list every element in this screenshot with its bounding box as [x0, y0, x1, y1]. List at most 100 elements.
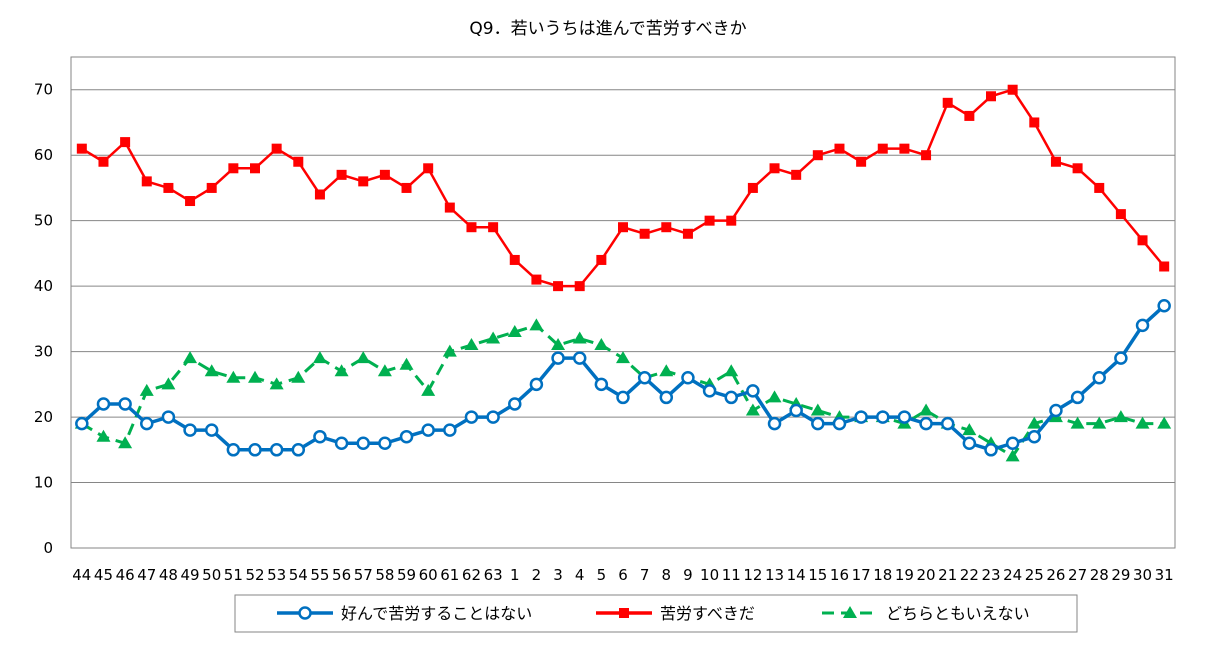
x-tick-label: 8: [662, 566, 672, 584]
data-point: [572, 351, 587, 365]
data-point: [76, 143, 87, 154]
data-point: [118, 436, 133, 449]
data-point: [336, 169, 347, 180]
data-point: [724, 364, 739, 377]
data-point: [659, 390, 674, 405]
gridlines: [71, 89, 1175, 484]
data-point: [444, 202, 455, 213]
data-point: [356, 436, 370, 451]
data-point: [226, 443, 241, 457]
data-point: [834, 143, 845, 154]
data-point: [269, 443, 284, 457]
data-point: [96, 429, 111, 442]
data-point: [423, 163, 434, 174]
x-tick-label: 11: [722, 566, 741, 584]
y-tick-label: 60: [34, 146, 53, 164]
y-axis-ticks: 0 10 20 30 40 50 60 70: [34, 81, 53, 557]
data-point: [1027, 416, 1042, 429]
x-tick-label: 27: [1068, 566, 1087, 584]
x-tick-label: 15: [808, 566, 827, 584]
data-point: [1027, 429, 1042, 444]
data-point: [248, 443, 262, 457]
x-tick-label: 3: [553, 566, 563, 584]
data-point: [812, 150, 823, 161]
data-point: [1137, 235, 1148, 246]
y-tick-label: 50: [34, 212, 53, 230]
plot-area: [70, 56, 1176, 549]
data-point: [572, 331, 587, 344]
legend-label: 苦労すべきだ: [660, 604, 755, 623]
data-point: [1050, 156, 1061, 167]
x-tick-label: 58: [375, 566, 394, 584]
x-tick-label: 1: [510, 566, 520, 584]
data-point: [746, 384, 760, 398]
x-tick-label: 55: [310, 566, 329, 584]
data-point: [897, 410, 912, 424]
x-tick-label: 19: [895, 566, 914, 584]
data-point: [183, 351, 198, 364]
x-tick-label: 50: [202, 566, 221, 584]
data-point: [75, 416, 89, 431]
y-tick-label: 40: [34, 277, 53, 295]
data-point: [1049, 403, 1063, 418]
data-point: [443, 423, 457, 437]
data-point: [529, 318, 544, 331]
data-point: [531, 274, 542, 285]
legend-label: どちらともいえない: [886, 604, 1030, 623]
legend-swatch-marker: [619, 608, 629, 618]
data-point: [120, 137, 131, 148]
data-point: [639, 228, 650, 239]
data-point: [1007, 84, 1018, 95]
data-point: [726, 215, 737, 226]
data-point: [206, 182, 217, 193]
x-axis-ticks: 44 45 46 47 48 49 50 51 52 53 54 55 56 57 58 59 60 61 62 63…: [72, 566, 1173, 584]
data-point: [832, 416, 847, 431]
data-point: [745, 403, 760, 416]
x-tick-label: 53: [267, 566, 286, 584]
x-tick-label: 47: [137, 566, 156, 584]
data-point: [962, 423, 977, 436]
data-point: [962, 436, 977, 451]
x-tick-label: 13: [765, 566, 784, 584]
y-tick-label: 70: [34, 81, 53, 99]
data-point: [269, 377, 284, 390]
data-point: [1094, 182, 1105, 193]
data-point: [161, 377, 176, 390]
data-point: [1029, 117, 1040, 128]
data-point: [140, 416, 154, 431]
y-tick-label: 0: [43, 539, 53, 557]
x-tick-label: 59: [397, 566, 416, 584]
series-2: [74, 318, 1172, 462]
data-point: [1072, 163, 1083, 174]
data-point: [334, 436, 349, 451]
x-tick-label: 29: [1111, 566, 1130, 584]
data-point: [681, 371, 695, 385]
data-point: [161, 410, 176, 424]
data-point: [1114, 351, 1128, 365]
x-tick-label: 20: [917, 566, 936, 584]
series-line: [81, 88, 1166, 288]
y-tick-label: 10: [34, 474, 53, 492]
data-point: [421, 383, 436, 396]
data-point: [1157, 416, 1172, 429]
data-point: [421, 423, 435, 437]
data-point: [877, 143, 888, 154]
data-point: [507, 324, 522, 337]
data-point: [1070, 390, 1085, 405]
data-point: [291, 443, 306, 457]
data-point: [594, 338, 609, 351]
x-tick-label: 63: [484, 566, 503, 584]
data-point: [248, 370, 262, 383]
data-point: [964, 110, 975, 121]
data-point: [1113, 410, 1128, 423]
data-point: [618, 222, 628, 233]
x-tick-label: 25: [1025, 566, 1044, 584]
data-point: [509, 254, 520, 265]
data-point: [767, 390, 782, 403]
legend-label: 好んで苦労することはない: [341, 604, 532, 623]
data-point: [856, 156, 867, 167]
data-point: [250, 163, 260, 174]
data-point: [293, 156, 304, 167]
data-point: [637, 371, 652, 385]
